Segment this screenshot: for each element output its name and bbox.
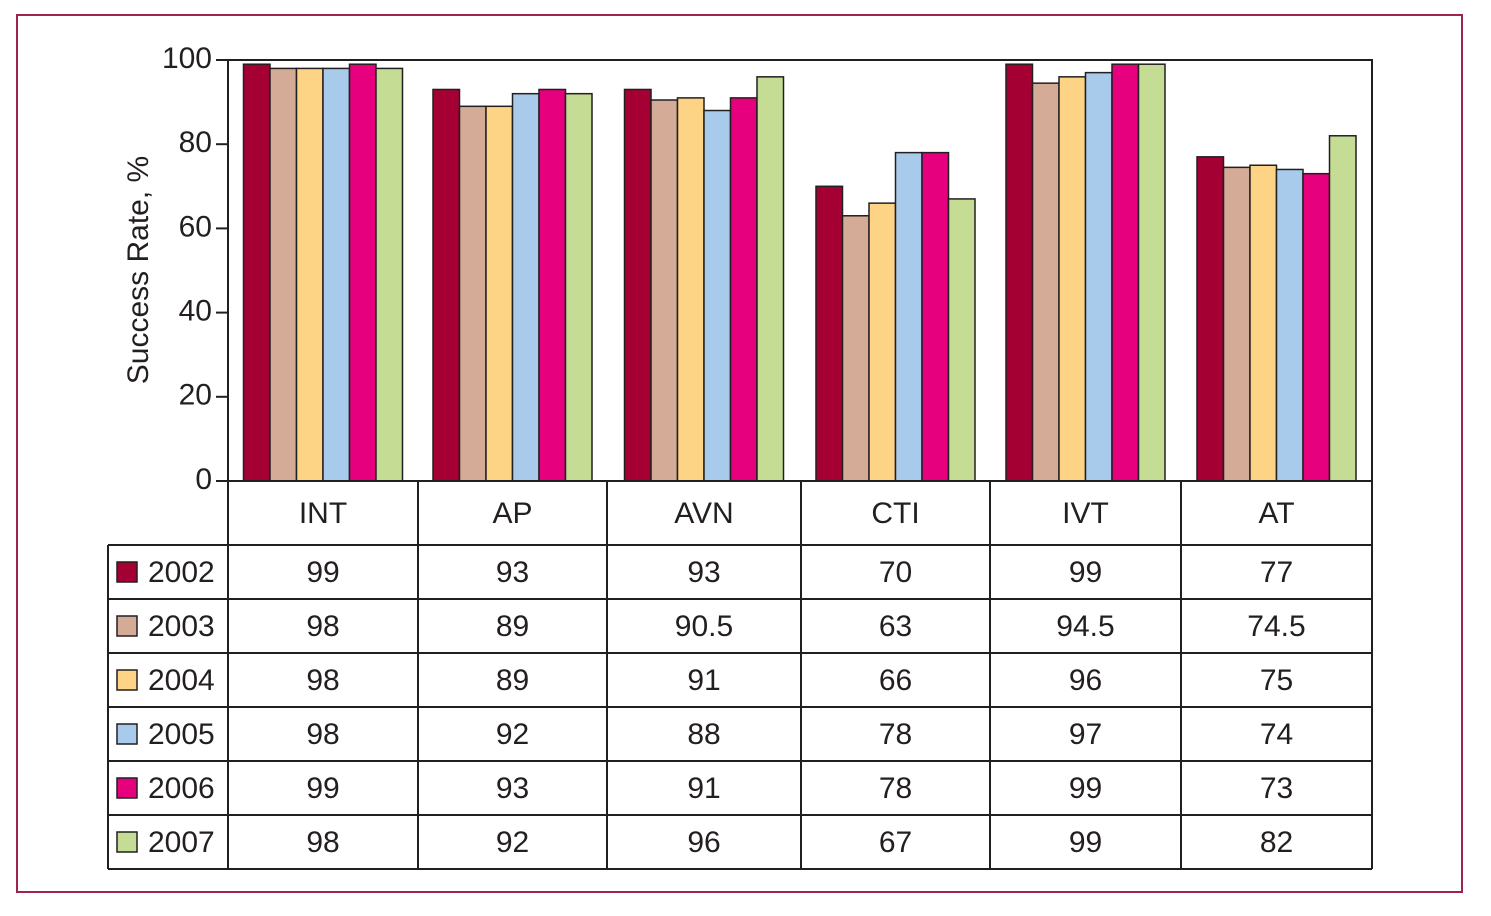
- figure-frame: [16, 14, 1463, 893]
- legend-label-2005: 2005: [148, 718, 215, 751]
- category-label-avn: AVN: [674, 497, 733, 530]
- table-cell-2004-ap: 89: [496, 664, 529, 697]
- bar-2007-ivt: [1137, 63, 1166, 482]
- bar-2004-ivt: [1058, 76, 1087, 482]
- table-cell-2004-avn: 91: [687, 664, 720, 697]
- bar-2007-avn: [756, 76, 785, 482]
- table-cell-2005-cti: 78: [879, 718, 912, 751]
- table-cell-2004-cti: 66: [879, 664, 912, 697]
- table-cell-2002-int: 99: [306, 556, 339, 589]
- category-label-ap: AP: [492, 497, 532, 530]
- table-cell-2007-at: 82: [1260, 826, 1293, 859]
- table-cell-2005-at: 74: [1260, 718, 1293, 751]
- y-tick-label: 0: [195, 463, 212, 496]
- bar-2003-cti: [841, 215, 870, 482]
- table-cell-2006-cti: 78: [879, 772, 912, 805]
- table-cell-2003-at: 74.5: [1247, 610, 1305, 643]
- bar-2007-ap: [564, 92, 593, 482]
- table-cell-2006-ivt: 99: [1069, 772, 1102, 805]
- bar-2006-int: [348, 63, 377, 482]
- bar-2005-avn: [703, 109, 732, 482]
- bar-2003-ap: [458, 105, 487, 482]
- table-cell-2007-ivt: 99: [1069, 826, 1102, 859]
- table-cell-2006-avn: 91: [687, 772, 720, 805]
- table-cell-2002-ap: 93: [496, 556, 529, 589]
- category-label-ivt: IVT: [1062, 497, 1109, 530]
- table-cell-2005-avn: 88: [687, 718, 720, 751]
- legend-swatch-2003: [116, 615, 138, 637]
- bar-2006-ivt: [1111, 63, 1140, 482]
- table-cell-2004-int: 98: [306, 664, 339, 697]
- bar-2005-ivt: [1084, 71, 1113, 482]
- table-cell-2006-int: 99: [306, 772, 339, 805]
- legend-swatch-2004: [116, 669, 138, 691]
- legend-swatch-2006: [116, 777, 138, 799]
- bar-2004-at: [1249, 164, 1278, 482]
- y-tick-label: 100: [162, 42, 212, 75]
- bar-2007-cti: [947, 198, 976, 482]
- table-cell-2007-avn: 96: [687, 826, 720, 859]
- bar-2004-cti: [868, 202, 897, 482]
- bar-2005-cti: [894, 151, 923, 482]
- legend-swatch-2005: [116, 723, 138, 745]
- table-cell-2007-cti: 67: [879, 826, 912, 859]
- y-tick-label: 20: [179, 379, 212, 412]
- table-cell-2005-int: 98: [306, 718, 339, 751]
- table-cell-2006-at: 73: [1260, 772, 1293, 805]
- bar-2007-at: [1328, 135, 1357, 482]
- table-cell-2006-ap: 93: [496, 772, 529, 805]
- bar-2002-ivt: [1005, 63, 1034, 482]
- bar-2004-ap: [485, 105, 514, 482]
- bar-2006-ap: [538, 88, 567, 482]
- bar-2002-at: [1196, 156, 1225, 482]
- bar-2002-avn: [623, 88, 652, 482]
- legend-label-2006: 2006: [148, 772, 215, 805]
- table-cell-2003-int: 98: [306, 610, 339, 643]
- bar-2006-at: [1302, 172, 1331, 482]
- table-cell-2005-ivt: 97: [1069, 718, 1102, 751]
- bar-2005-ap: [511, 92, 540, 482]
- table-cell-2002-cti: 70: [879, 556, 912, 589]
- table-cell-2002-avn: 93: [687, 556, 720, 589]
- category-label-cti: CTI: [871, 497, 919, 530]
- table-cell-2002-at: 77: [1260, 556, 1293, 589]
- table-cell-2007-int: 98: [306, 826, 339, 859]
- legend-label-2007: 2007: [148, 826, 215, 859]
- y-axis-title: Success Rate, %: [122, 156, 155, 384]
- bar-2006-cti: [921, 151, 950, 482]
- bar-2003-int: [269, 67, 298, 482]
- table-cell-2004-at: 75: [1260, 664, 1293, 697]
- bar-2002-cti: [815, 185, 844, 482]
- y-tick-label: 80: [179, 126, 212, 159]
- bar-2003-avn: [650, 99, 679, 482]
- bar-2003-at: [1222, 166, 1251, 482]
- table-cell-2005-ap: 92: [496, 718, 529, 751]
- legend-swatch-2002: [116, 561, 138, 583]
- bar-2005-int: [322, 67, 351, 482]
- table-cell-2003-cti: 63: [879, 610, 912, 643]
- legend-label-2003: 2003: [148, 610, 215, 643]
- y-tick-label: 40: [179, 295, 212, 328]
- category-label-int: INT: [299, 497, 347, 530]
- table-cell-2007-ap: 92: [496, 826, 529, 859]
- legend-label-2004: 2004: [148, 664, 215, 697]
- table-cell-2003-avn: 90.5: [675, 610, 733, 643]
- table-cell-2004-ivt: 96: [1069, 664, 1102, 697]
- table-cell-2003-ivt: 94.5: [1056, 610, 1114, 643]
- bar-2007-int: [375, 67, 404, 482]
- legend-swatch-2007: [116, 831, 138, 853]
- table-cell-2002-ivt: 99: [1069, 556, 1102, 589]
- y-tick-label: 60: [179, 210, 212, 243]
- bar-2002-ap: [432, 88, 461, 482]
- bar-2006-avn: [729, 97, 758, 482]
- bar-2004-avn: [676, 97, 705, 482]
- bar-2005-at: [1275, 168, 1304, 482]
- table-cell-2003-ap: 89: [496, 610, 529, 643]
- legend-label-2002: 2002: [148, 556, 215, 589]
- bar-2003-ivt: [1031, 82, 1060, 482]
- bar-2004-int: [295, 67, 324, 482]
- bar-2002-int: [242, 63, 271, 482]
- category-label-at: AT: [1258, 497, 1294, 530]
